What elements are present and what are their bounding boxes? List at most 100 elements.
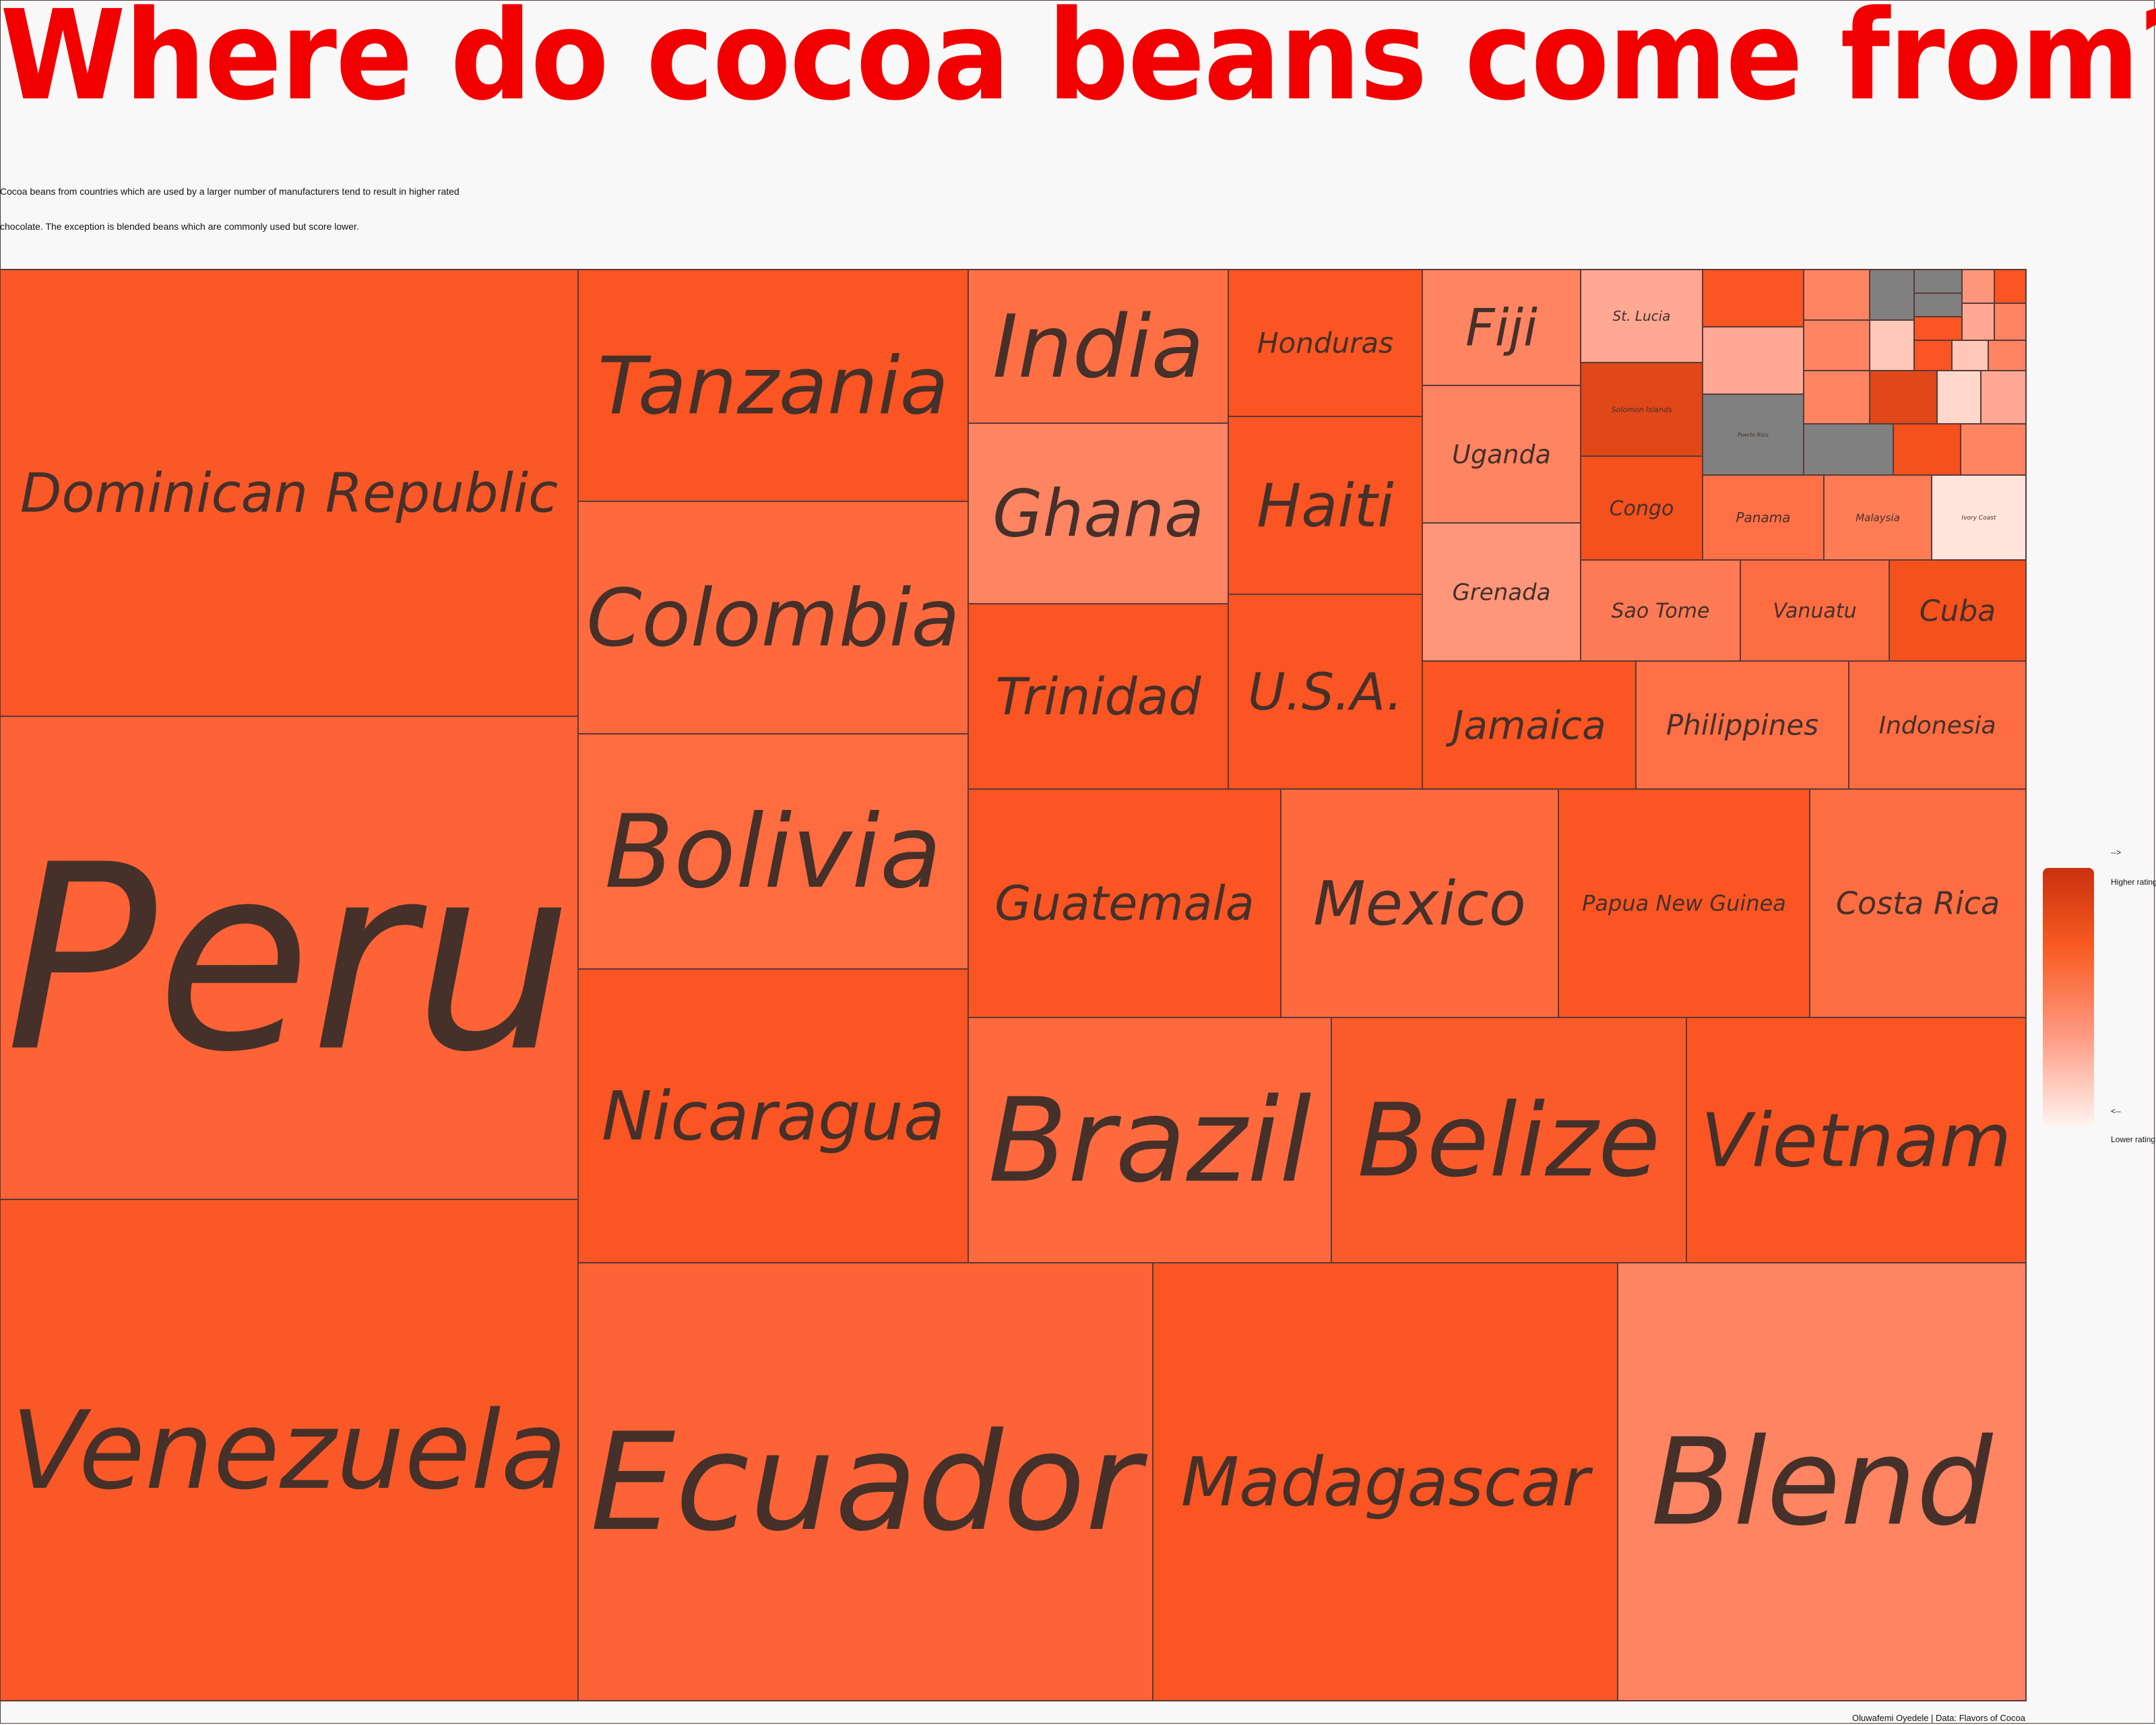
treemap-tile-uganda (1422, 385, 1581, 524)
treemap-tile-belize (1331, 1017, 1687, 1263)
treemap-label-vietnam: Vietnam (1701, 1098, 2012, 1184)
treemap-tile-solomon-islands (1580, 362, 1703, 457)
treemap-tile-unlabeled (1803, 370, 1870, 425)
legend-arrow-down: <-- (2111, 1106, 2121, 1116)
treemap-label-st-lucia: St. Lucia (1613, 308, 1671, 324)
treemap-tile-haiti (1228, 416, 1423, 595)
treemap-tile-tanzania (577, 269, 969, 502)
treemap-tile-sao-tome (1580, 559, 1741, 662)
treemap-label-ghana: Ghana (992, 476, 1204, 552)
treemap-tile-unlabeled (1913, 269, 1963, 294)
treemap-tile-unlabeled (1913, 340, 1953, 371)
treemap-label-sao-tome: Sao Tome (1612, 600, 1710, 623)
treemap-label-honduras: Honduras (1257, 327, 1393, 360)
treemap-label-brazil: Brazil (988, 1073, 1312, 1208)
treemap-tile-puerto-rico (1702, 394, 1804, 476)
treemap-label-peru: Peru (5, 810, 573, 1108)
treemap-tile-guatemala (968, 788, 1281, 1018)
treemap-label-bolivia: Bolivia (604, 794, 941, 911)
treemap-tile-st-lucia (1580, 269, 1703, 363)
treemap-tile-unlabeled (1988, 340, 2027, 371)
chart-subtitle-line-2: chocolate. The exception is blended bean… (0, 221, 359, 232)
treemap-tile-blend (1617, 1262, 2027, 1701)
treemap-tile-panama (1702, 474, 1825, 561)
treemap-label-uganda: Uganda (1452, 439, 1551, 469)
treemap-tile-unlabeled (1803, 423, 1894, 476)
treemap-tile-unlabeled (1960, 423, 2027, 476)
treemap-tile-indonesia (1848, 660, 2027, 790)
treemap-label-trinidad: Trinidad (995, 666, 1201, 726)
treemap-tile-unlabeled (1951, 340, 1989, 371)
treemap-tile-vietnam (1686, 1017, 2027, 1263)
treemap-label-colombia: Colombia (586, 571, 960, 664)
treemap-tile-unlabeled (1803, 269, 1870, 321)
treemap-label-madagascar: Madagascar (1181, 1443, 1593, 1522)
treemap-tile-unlabeled (1869, 319, 1915, 371)
legend-low-label: Lower rating (2111, 1135, 2156, 1144)
treemap-tile-costa-rica (1809, 788, 2027, 1018)
treemap-tile-unlabeled (1994, 269, 2027, 304)
legend-high-label: Higher rating (2111, 877, 2156, 887)
treemap-label-puerto-rico: Puerto Rico (1738, 432, 1769, 438)
treemap-tile-honduras (1228, 269, 1423, 417)
treemap-label-belize: Belize (1358, 1083, 1661, 1200)
treemap-label-guatemala: Guatemala (994, 876, 1254, 931)
chart-subtitle-line-1: Cocoa beans from countries which are use… (0, 186, 459, 197)
treemap-tile-malaysia (1823, 474, 1932, 561)
treemap-tile-congo (1580, 456, 1703, 561)
treemap-tile-unlabeled (1936, 370, 1981, 425)
treemap-label-fiji: Fiji (1465, 298, 1537, 358)
treemap-tile-u-s-a (1228, 594, 1423, 790)
treemap-label-indonesia: Indonesia (1878, 712, 1996, 740)
treemap-label-grenada: Grenada (1452, 579, 1550, 606)
treemap-label-nicaragua: Nicaragua (602, 1077, 945, 1156)
treemap-tile-fiji (1422, 269, 1581, 386)
treemap-tile-unlabeled (1961, 303, 1995, 341)
treemap-tile-philippines (1635, 660, 1849, 790)
treemap-tile-unlabeled (1980, 370, 2027, 425)
treemap-label-ecuador: Ecuador (590, 1404, 1148, 1561)
treemap-tile-trinidad (968, 603, 1229, 790)
source-caption: Oluwafemi Oyedele | Data: Flavors of Coc… (1852, 1713, 2025, 1723)
treemap-label-solomon-islands: Solomon Islands (1612, 405, 1672, 414)
treemap-tile-peru (0, 716, 579, 1200)
treemap-tile-colombia (577, 501, 969, 734)
treemap-label-papua-new-guinea: Papua New Guinea (1582, 891, 1786, 916)
treemap-label-mexico: Mexico (1313, 869, 1526, 939)
treemap-tile-unlabeled (1702, 269, 1804, 327)
treemap-tile-ecuador (577, 1262, 1153, 1701)
treemap-tile-unlabeled (1702, 326, 1804, 395)
treemap-label-tanzania: Tanzania (598, 339, 949, 432)
treemap-label-jamaica: Jamaica (1445, 702, 1606, 748)
treemap-tile-unlabeled (1994, 303, 2027, 341)
treemap-tile-venezuela (0, 1199, 579, 1701)
treemap-label-congo: Congo (1610, 497, 1674, 521)
treemap-label-costa-rica: Costa Rica (1836, 885, 2000, 922)
treemap-tile-madagascar (1152, 1262, 1618, 1701)
treemap-tile-unlabeled (1869, 370, 1938, 425)
rating-color-scale (2043, 868, 2094, 1127)
treemap-label-india: India (992, 297, 1204, 398)
treemap-tile-unlabeled (1893, 423, 1961, 476)
treemap-label-u-s-a: U.S.A. (1248, 662, 1403, 722)
treemap-label-vanuatu: Vanuatu (1773, 600, 1856, 623)
treemap-label-dominican-republic: Dominican Republic (20, 462, 558, 525)
treemap-tile-ivory-coast (1931, 474, 2027, 561)
treemap-tile-dominican-republic (0, 269, 579, 717)
treemap-tile-bolivia (577, 733, 969, 970)
legend-arrow-up: --> (2111, 848, 2121, 857)
treemap-label-blend: Blend (1651, 1412, 1994, 1552)
treemap-label-cuba: Cuba (1920, 594, 1996, 628)
treemap-label-philippines: Philippines (1666, 709, 1818, 742)
treemap-tile-grenada (1422, 522, 1581, 662)
treemap-label-malaysia: Malaysia (1856, 511, 1900, 524)
treemap-tile-india (968, 269, 1229, 424)
treemap-label-venezuela: Venezuela (11, 1387, 567, 1513)
treemap-label-panama: Panama (1736, 509, 1791, 526)
chart-title: Where do cocoa beans come from? (0, 0, 2156, 128)
treemap-tile-nicaragua (577, 968, 969, 1263)
treemap-tile-brazil (968, 1017, 1332, 1263)
treemap-tile-vanuatu (1740, 559, 1890, 662)
treemap-tile-unlabeled (1913, 292, 1963, 317)
